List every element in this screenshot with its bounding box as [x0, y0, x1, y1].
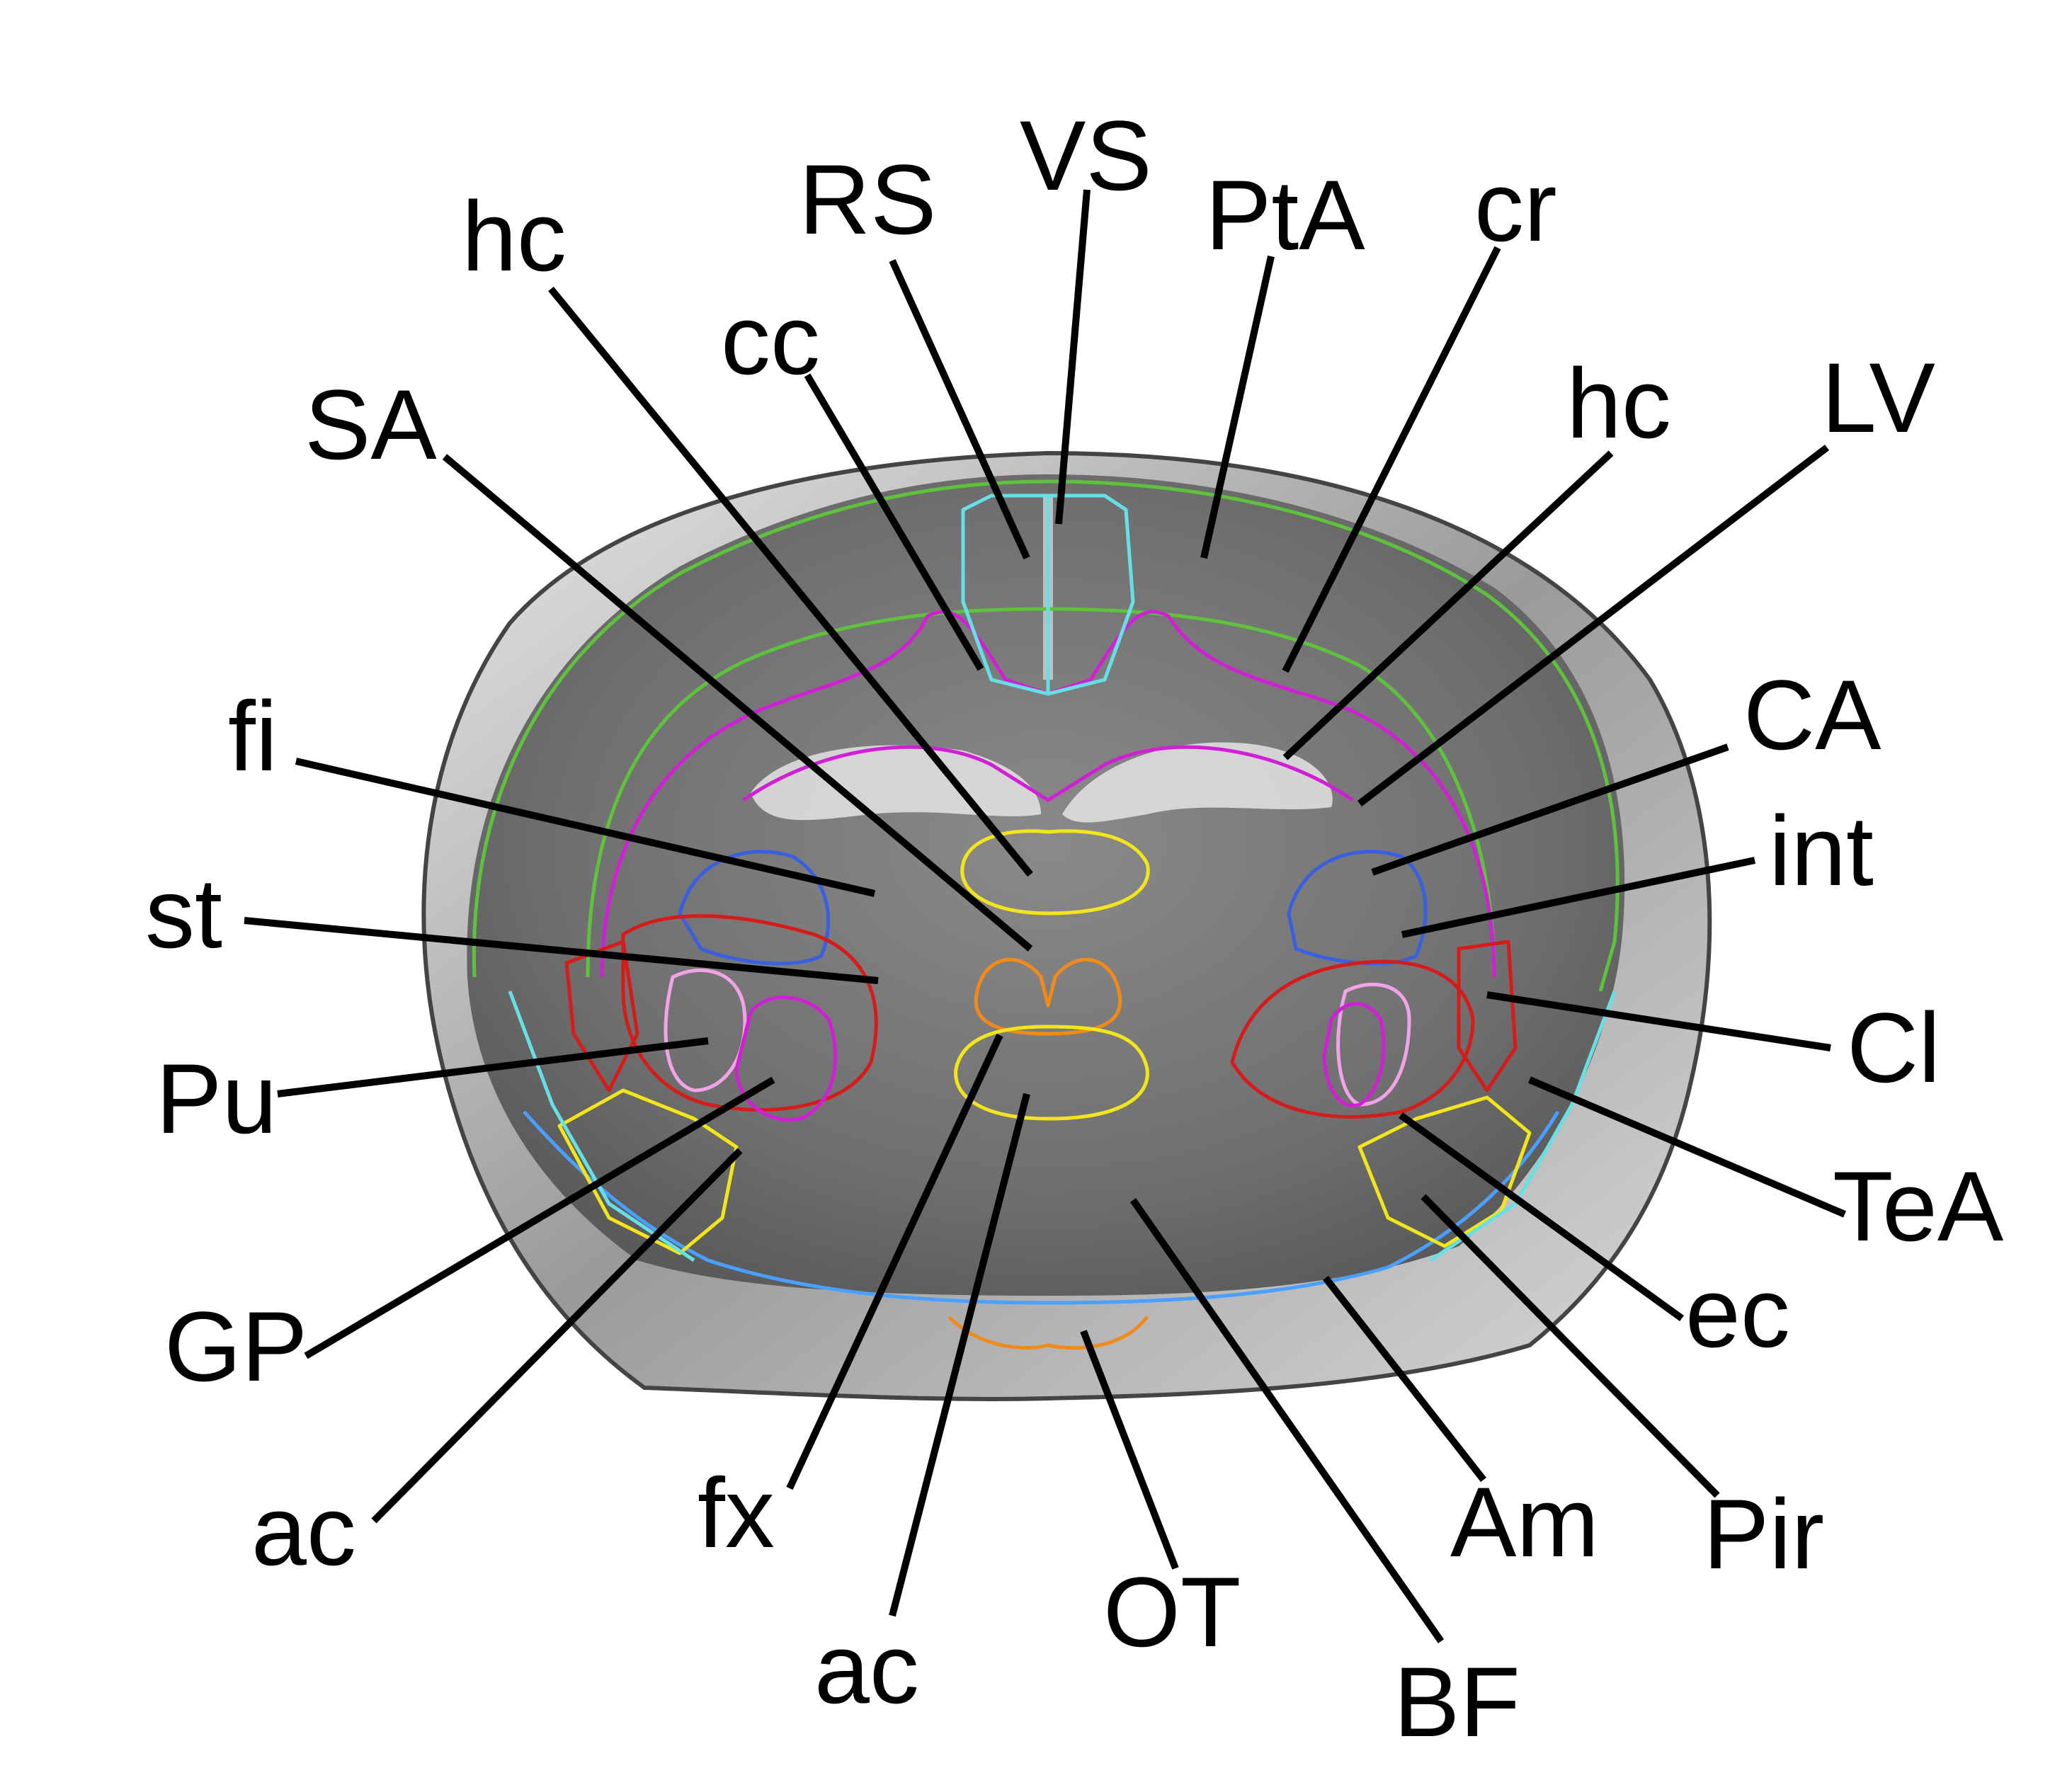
leader-Am — [1323, 1275, 1486, 1483]
label-SA: SA — [304, 369, 437, 480]
red-right-putamen — [1230, 959, 1475, 1119]
label-fx: fx — [698, 1457, 775, 1568]
leader-hc-right — [1282, 450, 1614, 760]
red-left-putamen — [621, 914, 878, 1112]
label-ec: ec — [1685, 1257, 1790, 1368]
label-RS: RS — [799, 144, 936, 255]
green-cortex-outline — [472, 479, 1620, 992]
leader-Pir — [1421, 1194, 1720, 1498]
magenta-left-gp — [734, 995, 838, 1122]
label-OT: OT — [1103, 1556, 1241, 1667]
leader-GP — [304, 1076, 775, 1359]
label-LV: LV — [1821, 342, 1935, 453]
leader-VS — [1055, 189, 1091, 525]
label-GP: GP — [164, 1291, 307, 1402]
leader-Pu — [277, 1037, 709, 1097]
leader-Cl — [1486, 991, 1831, 1051]
leader-hc-left — [548, 286, 1033, 877]
leader-cc — [804, 373, 984, 671]
label-VS: VS — [1020, 100, 1152, 211]
leader-CA — [1371, 743, 1729, 876]
leader-RS — [889, 258, 1030, 560]
leader-st — [244, 917, 879, 984]
red-right-claustrum — [1457, 940, 1518, 1092]
yellow-hippocampus — [960, 829, 1150, 915]
pink-right-pallidus — [1336, 982, 1411, 1107]
label-fi: fi — [228, 680, 278, 792]
yellow-ventral — [954, 1025, 1149, 1121]
magenta-callosum — [742, 745, 1354, 802]
atlas-contours — [472, 479, 1620, 1350]
leader-lines — [244, 189, 1846, 1643]
leader-int — [1401, 857, 1756, 938]
leader-PtA — [1200, 255, 1275, 559]
label-ac-left: ac — [251, 1475, 356, 1586]
label-BF: BF — [1394, 1646, 1520, 1757]
cyan-right-pir — [1429, 991, 1617, 1262]
orange-optic-tract — [947, 1316, 1149, 1350]
leader-ac-left — [371, 1148, 743, 1524]
leader-cr — [1282, 246, 1501, 673]
leader-ac-center — [889, 1092, 1030, 1617]
label-Pir: Pir — [1703, 1478, 1824, 1590]
yellow-left-amygdala — [557, 1088, 739, 1255]
label-int: int — [1769, 795, 1874, 906]
label-Cl: Cl — [1847, 992, 1940, 1103]
magenta-right-gp — [1322, 1002, 1386, 1108]
leader-BF — [1129, 1198, 1445, 1643]
label-st: st — [145, 857, 222, 969]
region-labels: VS RS PtA cr hc cc hc LV SA fi CA int st… — [145, 100, 2004, 1757]
leader-LV — [1357, 445, 1830, 806]
label-ac-center: ac — [814, 1613, 919, 1724]
label-hc-left: hc — [462, 181, 567, 292]
leader-ec — [1399, 1112, 1684, 1322]
leader-TeA — [1528, 1076, 1846, 1218]
cyan-left-pir — [508, 991, 695, 1262]
label-TeA: TeA — [1833, 1151, 2004, 1262]
leader-fi — [295, 758, 876, 897]
label-Pu: Pu — [156, 1043, 277, 1154]
label-cc: cc — [721, 284, 820, 395]
leader-fx — [786, 1033, 1003, 1490]
label-Am: Am — [1450, 1466, 1599, 1578]
red-left-claustrum — [564, 940, 639, 1092]
yellow-right-amygdala — [1357, 1095, 1532, 1248]
label-CA: CA — [1743, 659, 1882, 770]
white-matter-right — [1062, 742, 1333, 823]
mri-slice — [421, 450, 1712, 1401]
label-PtA: PtA — [1205, 159, 1365, 270]
leader-SA — [442, 454, 1033, 952]
pink-left-pallidus — [664, 968, 747, 1092]
label-hc-right: hc — [1566, 348, 1671, 459]
leader-OT — [1080, 1330, 1179, 1570]
label-cr: cr — [1474, 151, 1557, 262]
